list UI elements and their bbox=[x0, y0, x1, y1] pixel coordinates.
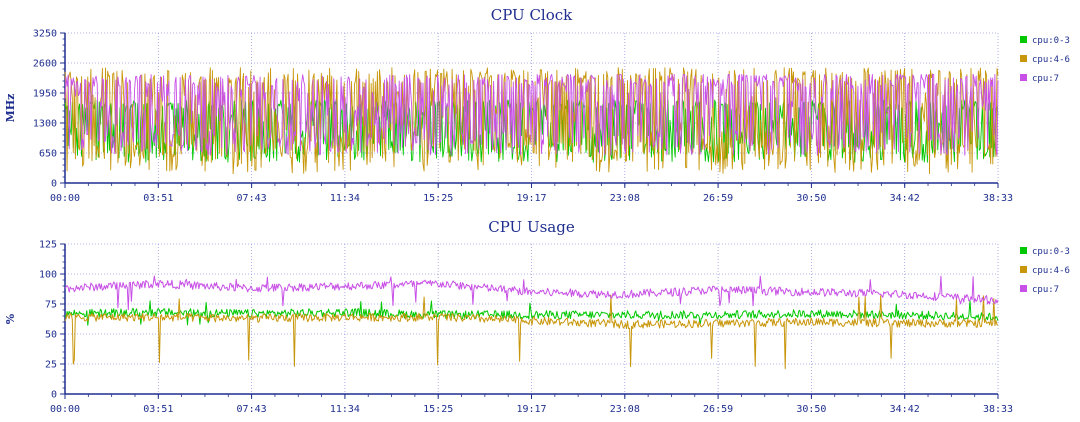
series-line-cpu-7 bbox=[64, 275, 999, 311]
x-tick-label: 03:51 bbox=[143, 193, 173, 204]
x-tick-label: 11:34 bbox=[330, 404, 360, 415]
y-tick-label: 0 bbox=[51, 179, 57, 190]
series-line-cpu-4-6 bbox=[64, 294, 999, 370]
y-axis-label: % bbox=[4, 313, 17, 324]
x-tick-label: 38:33 bbox=[983, 404, 1013, 415]
chart-title: CPU Usage bbox=[488, 218, 575, 236]
x-tick-label: 19:17 bbox=[516, 404, 546, 415]
x-tick-label: 15:25 bbox=[423, 404, 453, 415]
x-tick-label: 26:59 bbox=[703, 404, 733, 415]
legend-swatch bbox=[1020, 74, 1027, 81]
y-axis-label: MHz bbox=[4, 94, 17, 123]
x-tick-label: 15:25 bbox=[423, 193, 453, 204]
x-tick-label: 38:33 bbox=[983, 193, 1013, 204]
legend-label: cpu:0-3 bbox=[1032, 247, 1070, 257]
x-tick-label: 00:00 bbox=[50, 404, 80, 415]
x-tick-label: 19:17 bbox=[516, 193, 546, 204]
legend-swatch bbox=[1020, 36, 1027, 43]
legend-swatch bbox=[1020, 266, 1027, 273]
y-tick-label: 100 bbox=[39, 270, 57, 281]
series-line-cpu-7 bbox=[64, 74, 999, 156]
y-tick-label: 3250 bbox=[33, 29, 57, 40]
legend-label: cpu:4-6 bbox=[1032, 55, 1070, 65]
y-tick-label: 1950 bbox=[33, 89, 57, 100]
legend-label: cpu:7 bbox=[1032, 285, 1059, 295]
y-tick-label: 50 bbox=[45, 330, 57, 341]
x-tick-label: 30:50 bbox=[796, 193, 826, 204]
y-tick-label: 125 bbox=[39, 240, 57, 251]
x-tick-label: 03:51 bbox=[143, 404, 173, 415]
x-tick-label: 26:59 bbox=[703, 193, 733, 204]
y-tick-label: 25 bbox=[45, 360, 57, 371]
y-tick-label: 650 bbox=[39, 149, 57, 160]
legend-swatch bbox=[1020, 285, 1027, 292]
x-tick-label: 34:42 bbox=[890, 404, 920, 415]
y-tick-label: 0 bbox=[51, 390, 57, 401]
legend-label: cpu:0-3 bbox=[1032, 36, 1070, 46]
legend-swatch bbox=[1020, 55, 1027, 62]
chart-title: CPU Clock bbox=[491, 6, 573, 24]
x-tick-label: 07:43 bbox=[237, 193, 267, 204]
x-tick-label: 07:43 bbox=[237, 404, 267, 415]
legend-label: cpu:4-6 bbox=[1032, 266, 1070, 276]
x-tick-label: 23:08 bbox=[610, 193, 640, 204]
x-tick-label: 23:08 bbox=[610, 404, 640, 415]
x-tick-label: 30:50 bbox=[796, 404, 826, 415]
x-tick-label: 11:34 bbox=[330, 193, 360, 204]
legend-label: cpu:7 bbox=[1032, 74, 1059, 84]
y-tick-label: 1300 bbox=[33, 119, 57, 130]
series-line-cpu-0-3 bbox=[64, 300, 999, 326]
chart-1: CPU Usage 0 25 50 75 100 125 00:00 03:51 07:43 11:… bbox=[4, 218, 1070, 415]
x-tick-label: 00:00 bbox=[50, 193, 80, 204]
y-tick-label: 2600 bbox=[33, 59, 57, 70]
chart-0: CPU Clock 0 650 1300 1950 2600 3250 00:00 03:51 0… bbox=[4, 6, 1070, 204]
y-tick-label: 75 bbox=[45, 300, 57, 311]
legend-swatch bbox=[1020, 247, 1027, 254]
x-tick-label: 34:42 bbox=[890, 193, 920, 204]
